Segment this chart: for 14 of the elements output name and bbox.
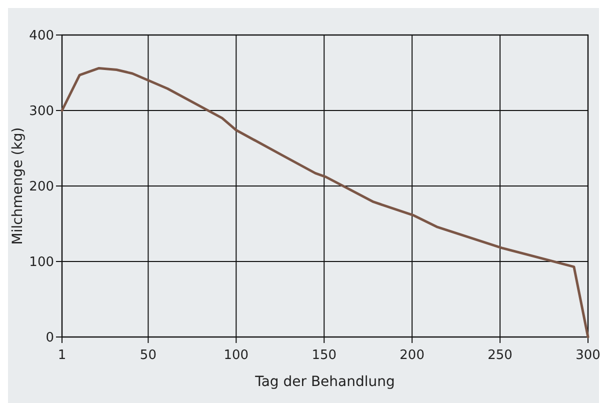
y-tick-label: 200 (29, 180, 54, 195)
x-tick-label: 50 (140, 348, 156, 363)
x-tick-label: 150 (312, 348, 337, 363)
y-axis-title: Milchmenge (kg) (10, 127, 26, 245)
x-tick-label: 1 (58, 348, 66, 363)
x-axis-title: Tag der Behandlung (254, 374, 395, 390)
y-tick-label: 100 (29, 255, 54, 270)
y-tick-label: 0 (46, 330, 54, 346)
y-tick-label: 300 (29, 104, 54, 120)
x-tick-label: 200 (400, 348, 424, 363)
x-tick-label: 300 (576, 348, 600, 363)
y-tick-label: 400 (29, 28, 54, 44)
x-tick-label: 100 (224, 348, 249, 363)
x-tick-label: 250 (488, 348, 512, 363)
